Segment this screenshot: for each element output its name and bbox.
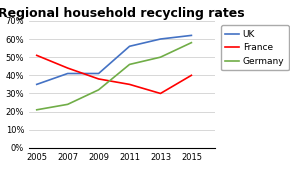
Germany — [97, 89, 100, 91]
Germany — [35, 109, 39, 111]
UK — [66, 72, 69, 74]
Germany — [128, 63, 131, 65]
UK — [35, 83, 39, 85]
France — [97, 78, 100, 80]
Title: Regional household recycling rates: Regional household recycling rates — [0, 7, 245, 20]
Germany — [190, 42, 193, 44]
Line: Germany: Germany — [37, 43, 191, 110]
Line: France: France — [37, 55, 191, 93]
Line: UK: UK — [37, 35, 191, 84]
France — [66, 67, 69, 69]
France — [128, 83, 131, 85]
UK — [190, 34, 193, 36]
Germany — [66, 103, 69, 105]
France — [35, 54, 39, 56]
Germany — [159, 56, 162, 58]
France — [159, 92, 162, 94]
UK — [128, 45, 131, 47]
UK — [159, 38, 162, 40]
UK — [97, 72, 100, 74]
Legend: UK, France, Germany: UK, France, Germany — [221, 25, 289, 70]
France — [190, 74, 193, 76]
